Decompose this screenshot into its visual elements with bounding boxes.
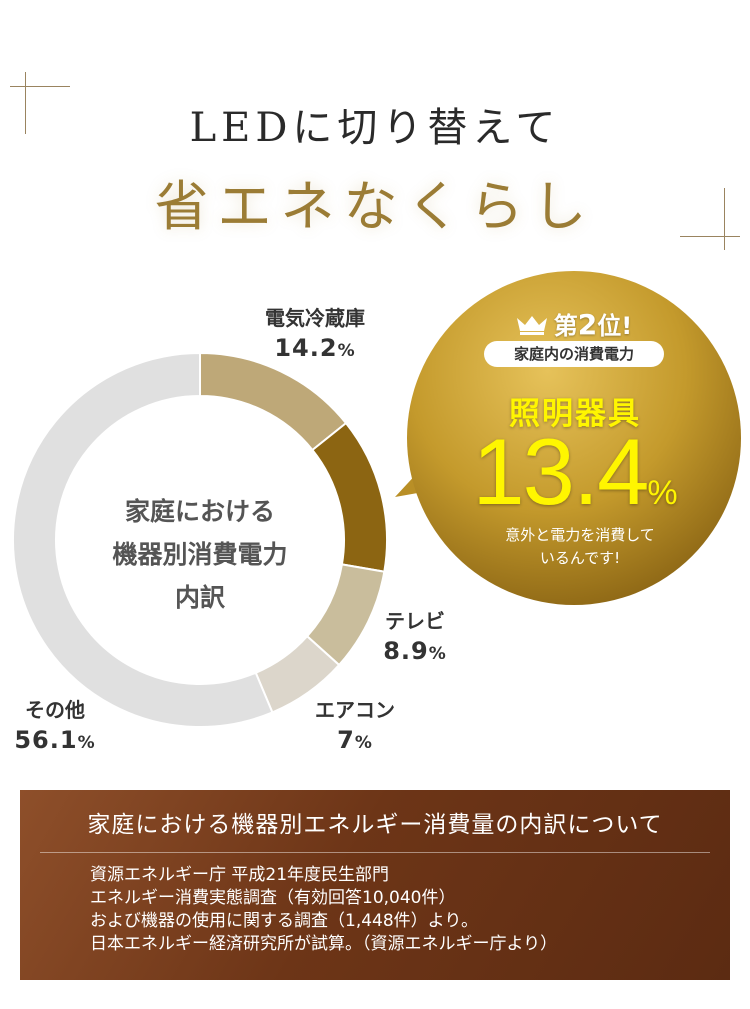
slice-value-aircon: 7 xyxy=(337,726,355,754)
slice-unit-refrigerator: % xyxy=(337,341,356,361)
bubble-note: 意外と電力を消費して いるんです! xyxy=(470,524,690,570)
source-line: および機器の使用に関する調査（1,448件）より。 xyxy=(90,911,478,931)
rank-suffix: 位! xyxy=(597,312,633,340)
bubble-note-line1: 意外と電力を消費して xyxy=(505,526,655,544)
rank-label: 第 xyxy=(553,312,578,340)
source-line: エネルギー消費実態調査（有効回答10,040件） xyxy=(90,888,456,908)
slice-label-refrigerator: 電気冷蔵庫 14.2% xyxy=(240,305,390,368)
source-panel-divider xyxy=(40,852,710,853)
slice-label-aircon: エアコン 7% xyxy=(290,697,420,760)
donut-slice-4 xyxy=(12,351,274,728)
highlight-value-unit: % xyxy=(647,474,678,512)
page-title-line1: LEDに切り替えて xyxy=(189,105,561,151)
donut-center-label: 家庭における 機器別消費電力 内訳 xyxy=(95,490,305,619)
center-label-line1: 家庭における xyxy=(124,497,275,526)
slice-name-other: その他 xyxy=(25,698,85,722)
bubble-note-line2: いるんです! xyxy=(539,549,621,567)
rank-heading: 第2位! xyxy=(494,306,654,341)
slice-unit-aircon: % xyxy=(354,733,373,753)
slice-name-aircon: エアコン xyxy=(315,698,395,722)
slice-value-other: 56.1 xyxy=(14,726,78,754)
slice-name-refrigerator: 電気冷蔵庫 xyxy=(265,306,365,330)
highlight-value-number: 13.4 xyxy=(472,419,649,524)
rank-number: 2 xyxy=(577,308,598,341)
corner-line-h-right xyxy=(680,236,740,237)
slice-name-tv: テレビ xyxy=(385,609,445,633)
slice-value-refrigerator: 14.2 xyxy=(274,334,338,362)
slice-label-tv: テレビ 8.9% xyxy=(360,608,470,671)
source-line: 日本エネルギー経済研究所が試算。（資源エネルギー庁より） xyxy=(90,934,558,954)
source-panel-text: 資源エネルギー庁 平成21年度民生部門 エネルギー消費実態調査（有効回答10,0… xyxy=(90,864,710,956)
center-label-line2: 機器別消費電力 xyxy=(112,540,288,569)
source-panel: 家庭における機器別エネルギー消費量の内訳について 資源エネルギー庁 平成21年度… xyxy=(20,790,730,980)
highlight-item-name: 照明器具 xyxy=(509,396,641,432)
slice-value-tv: 8.9 xyxy=(383,637,429,665)
bubble-subtitle: 家庭内の消費電力 xyxy=(484,341,664,367)
corner-line-v-right xyxy=(724,188,725,250)
corner-line-v-left xyxy=(25,72,26,134)
corner-line-h-left xyxy=(10,86,70,87)
slice-unit-tv: % xyxy=(428,644,447,664)
slice-label-other: その他 56.1% xyxy=(0,697,110,760)
page-title-line2: 省エネなくらし xyxy=(154,175,596,238)
center-label-line3: 内訳 xyxy=(174,583,225,612)
crown-icon xyxy=(516,315,547,335)
source-panel-title: 家庭における機器別エネルギー消費量の内訳について xyxy=(87,812,663,838)
source-line: 資源エネルギー庁 平成21年度民生部門 xyxy=(90,865,390,885)
donut-chart xyxy=(12,351,388,728)
highlight-item-value: 13.4% xyxy=(450,418,700,526)
slice-unit-other: % xyxy=(77,733,96,753)
